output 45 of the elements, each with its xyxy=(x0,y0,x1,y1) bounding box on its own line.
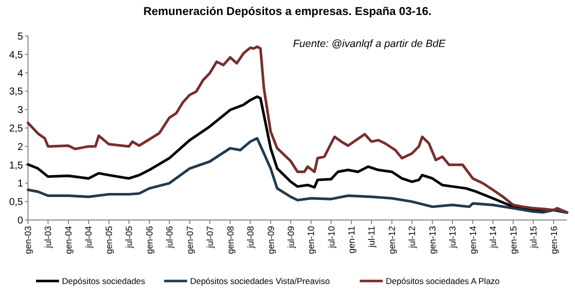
x-tick-label: gen-14 xyxy=(468,226,478,254)
x-tick-label: jul-04 xyxy=(84,226,94,250)
x-tick-label: jul-14 xyxy=(488,226,498,250)
x-tick-label: jul-15 xyxy=(528,226,538,250)
x-tick-label: gen-07 xyxy=(184,226,195,254)
x-tick-label: gen-05 xyxy=(104,226,114,254)
legend-label: Depósitos sociedades A Plazo xyxy=(386,276,500,286)
x-tick-label: jul-13 xyxy=(448,226,458,250)
chart-title: Remuneración Depósitos a empresas. España 03-16. xyxy=(143,6,432,18)
annotation: Fuente: @ivanlqf a partir de BdE xyxy=(293,38,446,50)
x-tick-label: jul-10 xyxy=(326,226,336,250)
x-tick-label: gen-09 xyxy=(266,226,276,254)
x-tick-label: gen-15 xyxy=(508,226,518,254)
x-tick-label: gen-03 xyxy=(23,226,34,254)
y-tick-label: 3,5 xyxy=(9,86,24,98)
y-tick-label: 4 xyxy=(17,68,24,80)
y-tick-label: 2,5 xyxy=(9,124,24,134)
x-tick-label: jul-06 xyxy=(164,226,175,250)
x-tick-label: jul-09 xyxy=(286,226,296,250)
x-tick-label: jul-08 xyxy=(245,226,256,250)
y-tick-label: 5 xyxy=(17,32,24,42)
x-tick-label: jul-07 xyxy=(204,226,215,250)
line-series xyxy=(26,137,568,214)
x-tick-label: jul-05 xyxy=(124,226,134,250)
x-tick-label: gen-06 xyxy=(144,226,154,254)
x-tick-label: gen-10 xyxy=(306,226,316,254)
legend-label: Depósitos sociedades xyxy=(62,276,146,286)
line-series xyxy=(26,95,568,214)
y-tick-label: 1 xyxy=(17,178,24,190)
x-tick-label: jul-11 xyxy=(366,226,377,248)
y-tick-label: 2 xyxy=(17,142,24,153)
y-tick-label: 3 xyxy=(17,105,24,116)
x-tick-label: gen-04 xyxy=(64,226,74,254)
y-tick-label: 1,5 xyxy=(9,160,24,172)
y-tick-label: 0 xyxy=(17,216,24,226)
x-tick-label: gen-16 xyxy=(548,226,559,254)
x-tick-label: jul-12 xyxy=(407,226,418,250)
x-tick-label: gen-08 xyxy=(225,226,236,254)
x-tick-label: gen-11 xyxy=(346,226,357,254)
y-tick-label: 0,5 xyxy=(9,197,24,208)
y-tick-label: 4,5 xyxy=(9,50,24,61)
x-tick-label: gen-13 xyxy=(428,226,438,254)
x-tick-label: gen-12 xyxy=(387,226,398,254)
legend-label: Depósitos sociedades Vista/Preaviso xyxy=(190,276,330,286)
x-tick-label: jul-03 xyxy=(43,226,54,250)
